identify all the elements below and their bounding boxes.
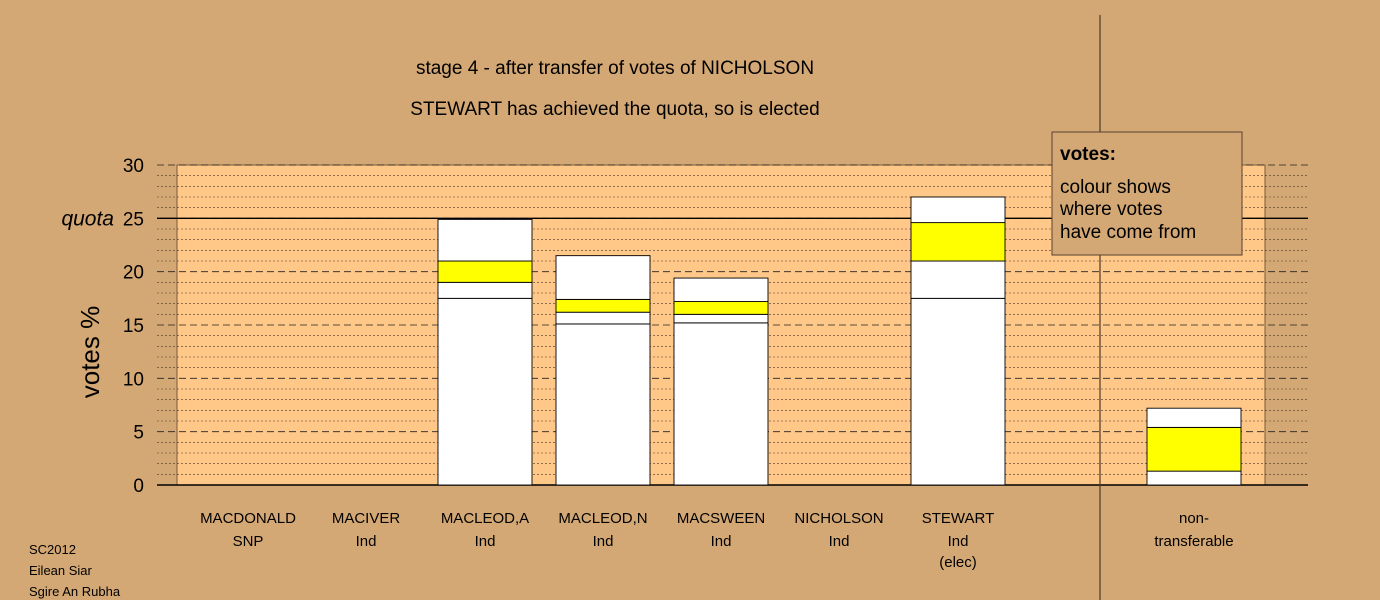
legend-line-1: colour shows bbox=[1060, 177, 1171, 198]
x-category-party: transferable bbox=[1154, 533, 1233, 550]
bar-segment bbox=[673, 322, 769, 486]
legend-line-2: where votes bbox=[1059, 199, 1162, 220]
legend-box bbox=[1051, 131, 1243, 256]
x-axis-labels: MACDONALD SNP MACIVER Ind MACLEOD,A Ind MACLEO… bbox=[200, 510, 1234, 571]
x-category-label: MACDONALD bbox=[200, 510, 296, 527]
x-category-label: MACSWEEN bbox=[677, 510, 765, 527]
x-category-note: (elec) bbox=[939, 554, 977, 571]
footer-line-3: Sgire An Rubha bbox=[29, 584, 121, 599]
x-category-label: non- bbox=[1179, 510, 1209, 527]
bar-segment bbox=[437, 297, 533, 486]
chart-subtitle: STEWART has achieved the quota, so is el… bbox=[410, 99, 819, 120]
quota-label: quota bbox=[61, 207, 114, 230]
bar-segment bbox=[1146, 470, 1242, 486]
bars bbox=[437, 196, 1242, 486]
y-tick-label: 25 bbox=[123, 209, 144, 230]
x-category-party: Ind bbox=[948, 533, 969, 550]
legend-heading: votes: bbox=[1060, 144, 1116, 165]
bar-segment bbox=[673, 277, 769, 302]
footer-line-1: SC2012 bbox=[29, 542, 76, 557]
x-category-label: MACIVER bbox=[332, 510, 401, 527]
bar-segment bbox=[1146, 407, 1242, 428]
legend-line-3: have come from bbox=[1060, 222, 1196, 243]
y-tick-label: 10 bbox=[123, 369, 144, 390]
x-category-label: MACLEOD,A bbox=[441, 510, 529, 527]
x-category-label: MACLEOD,N bbox=[558, 510, 647, 527]
bar-segment bbox=[437, 260, 533, 283]
bar-segment bbox=[673, 301, 769, 315]
x-category-party: SNP bbox=[233, 533, 264, 550]
x-category-party: Ind bbox=[829, 533, 850, 550]
x-category-party: Ind bbox=[711, 533, 732, 550]
y-tick-label: 0 bbox=[133, 476, 144, 497]
x-category-label: NICHOLSON bbox=[794, 510, 883, 527]
y-tick-label: 30 bbox=[123, 156, 144, 177]
bar-segment bbox=[555, 311, 651, 325]
bar-segment bbox=[910, 297, 1006, 486]
bar-segment bbox=[910, 196, 1006, 224]
bar-segment bbox=[673, 313, 769, 324]
bar-segment bbox=[555, 298, 651, 313]
bar-segment bbox=[910, 222, 1006, 262]
y-axis-label: votes % bbox=[75, 306, 105, 399]
x-category-label: STEWART bbox=[922, 510, 995, 527]
x-category-party: Ind bbox=[475, 533, 496, 550]
y-tick-label: 15 bbox=[123, 316, 144, 337]
x-category-party: Ind bbox=[593, 533, 614, 550]
bar-segment bbox=[437, 281, 533, 299]
x-category-party: Ind bbox=[356, 533, 377, 550]
bar-segment bbox=[1146, 426, 1242, 472]
y-tick-label: 5 bbox=[133, 423, 144, 444]
bar-segment bbox=[437, 218, 533, 262]
bar-segment bbox=[555, 255, 651, 300]
bar-segment bbox=[910, 260, 1006, 299]
y-axis: 0 5 10 15 20 25 30 quota bbox=[61, 156, 144, 497]
y-tick-label: 20 bbox=[123, 263, 144, 284]
bar-segment bbox=[555, 323, 651, 486]
legend: votes: colour shows where votes have com… bbox=[1051, 131, 1243, 256]
footer-line-2: Eilean Siar bbox=[29, 563, 93, 578]
chart-title: stage 4 - after transfer of votes of NIC… bbox=[416, 58, 814, 79]
